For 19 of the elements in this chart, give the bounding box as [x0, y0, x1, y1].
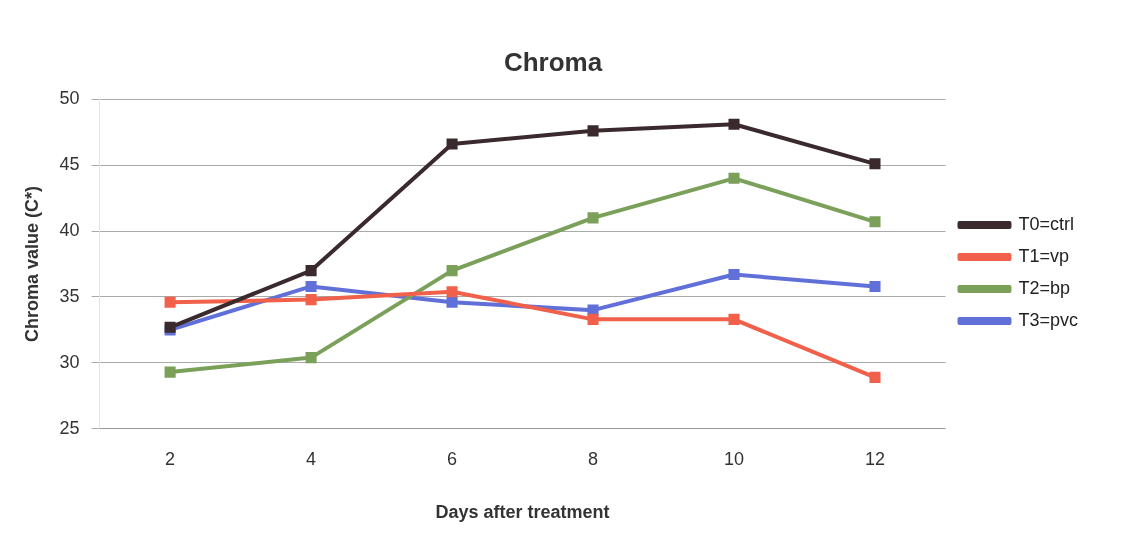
x-tick-label: 2: [165, 448, 176, 469]
x-tick-label: 10: [723, 448, 745, 469]
y-tick-label: 40: [59, 220, 80, 241]
y-tick-label: 45: [59, 154, 80, 175]
x-tick-label: 8: [588, 448, 599, 469]
x-axis-title: Days after treatment: [435, 502, 610, 523]
y-tick-label: 30: [59, 351, 80, 372]
legend-label: T1=vp: [1018, 245, 1069, 266]
x-tick-label: 12: [864, 448, 885, 469]
legend-label: T0=ctrl: [1018, 213, 1074, 234]
y-axis-title: Chroma value (C*): [21, 185, 42, 343]
legend-label: T3=pvc: [1018, 309, 1078, 330]
y-tick-label: 25: [59, 417, 80, 438]
legend-label: T2=bp: [1018, 277, 1071, 298]
x-tick-label: 6: [447, 448, 458, 469]
y-tick-label: 35: [59, 285, 80, 306]
x-tick-label: 4: [306, 448, 317, 469]
chart-title: Chroma: [503, 46, 603, 77]
y-tick-label: 50: [59, 88, 80, 109]
